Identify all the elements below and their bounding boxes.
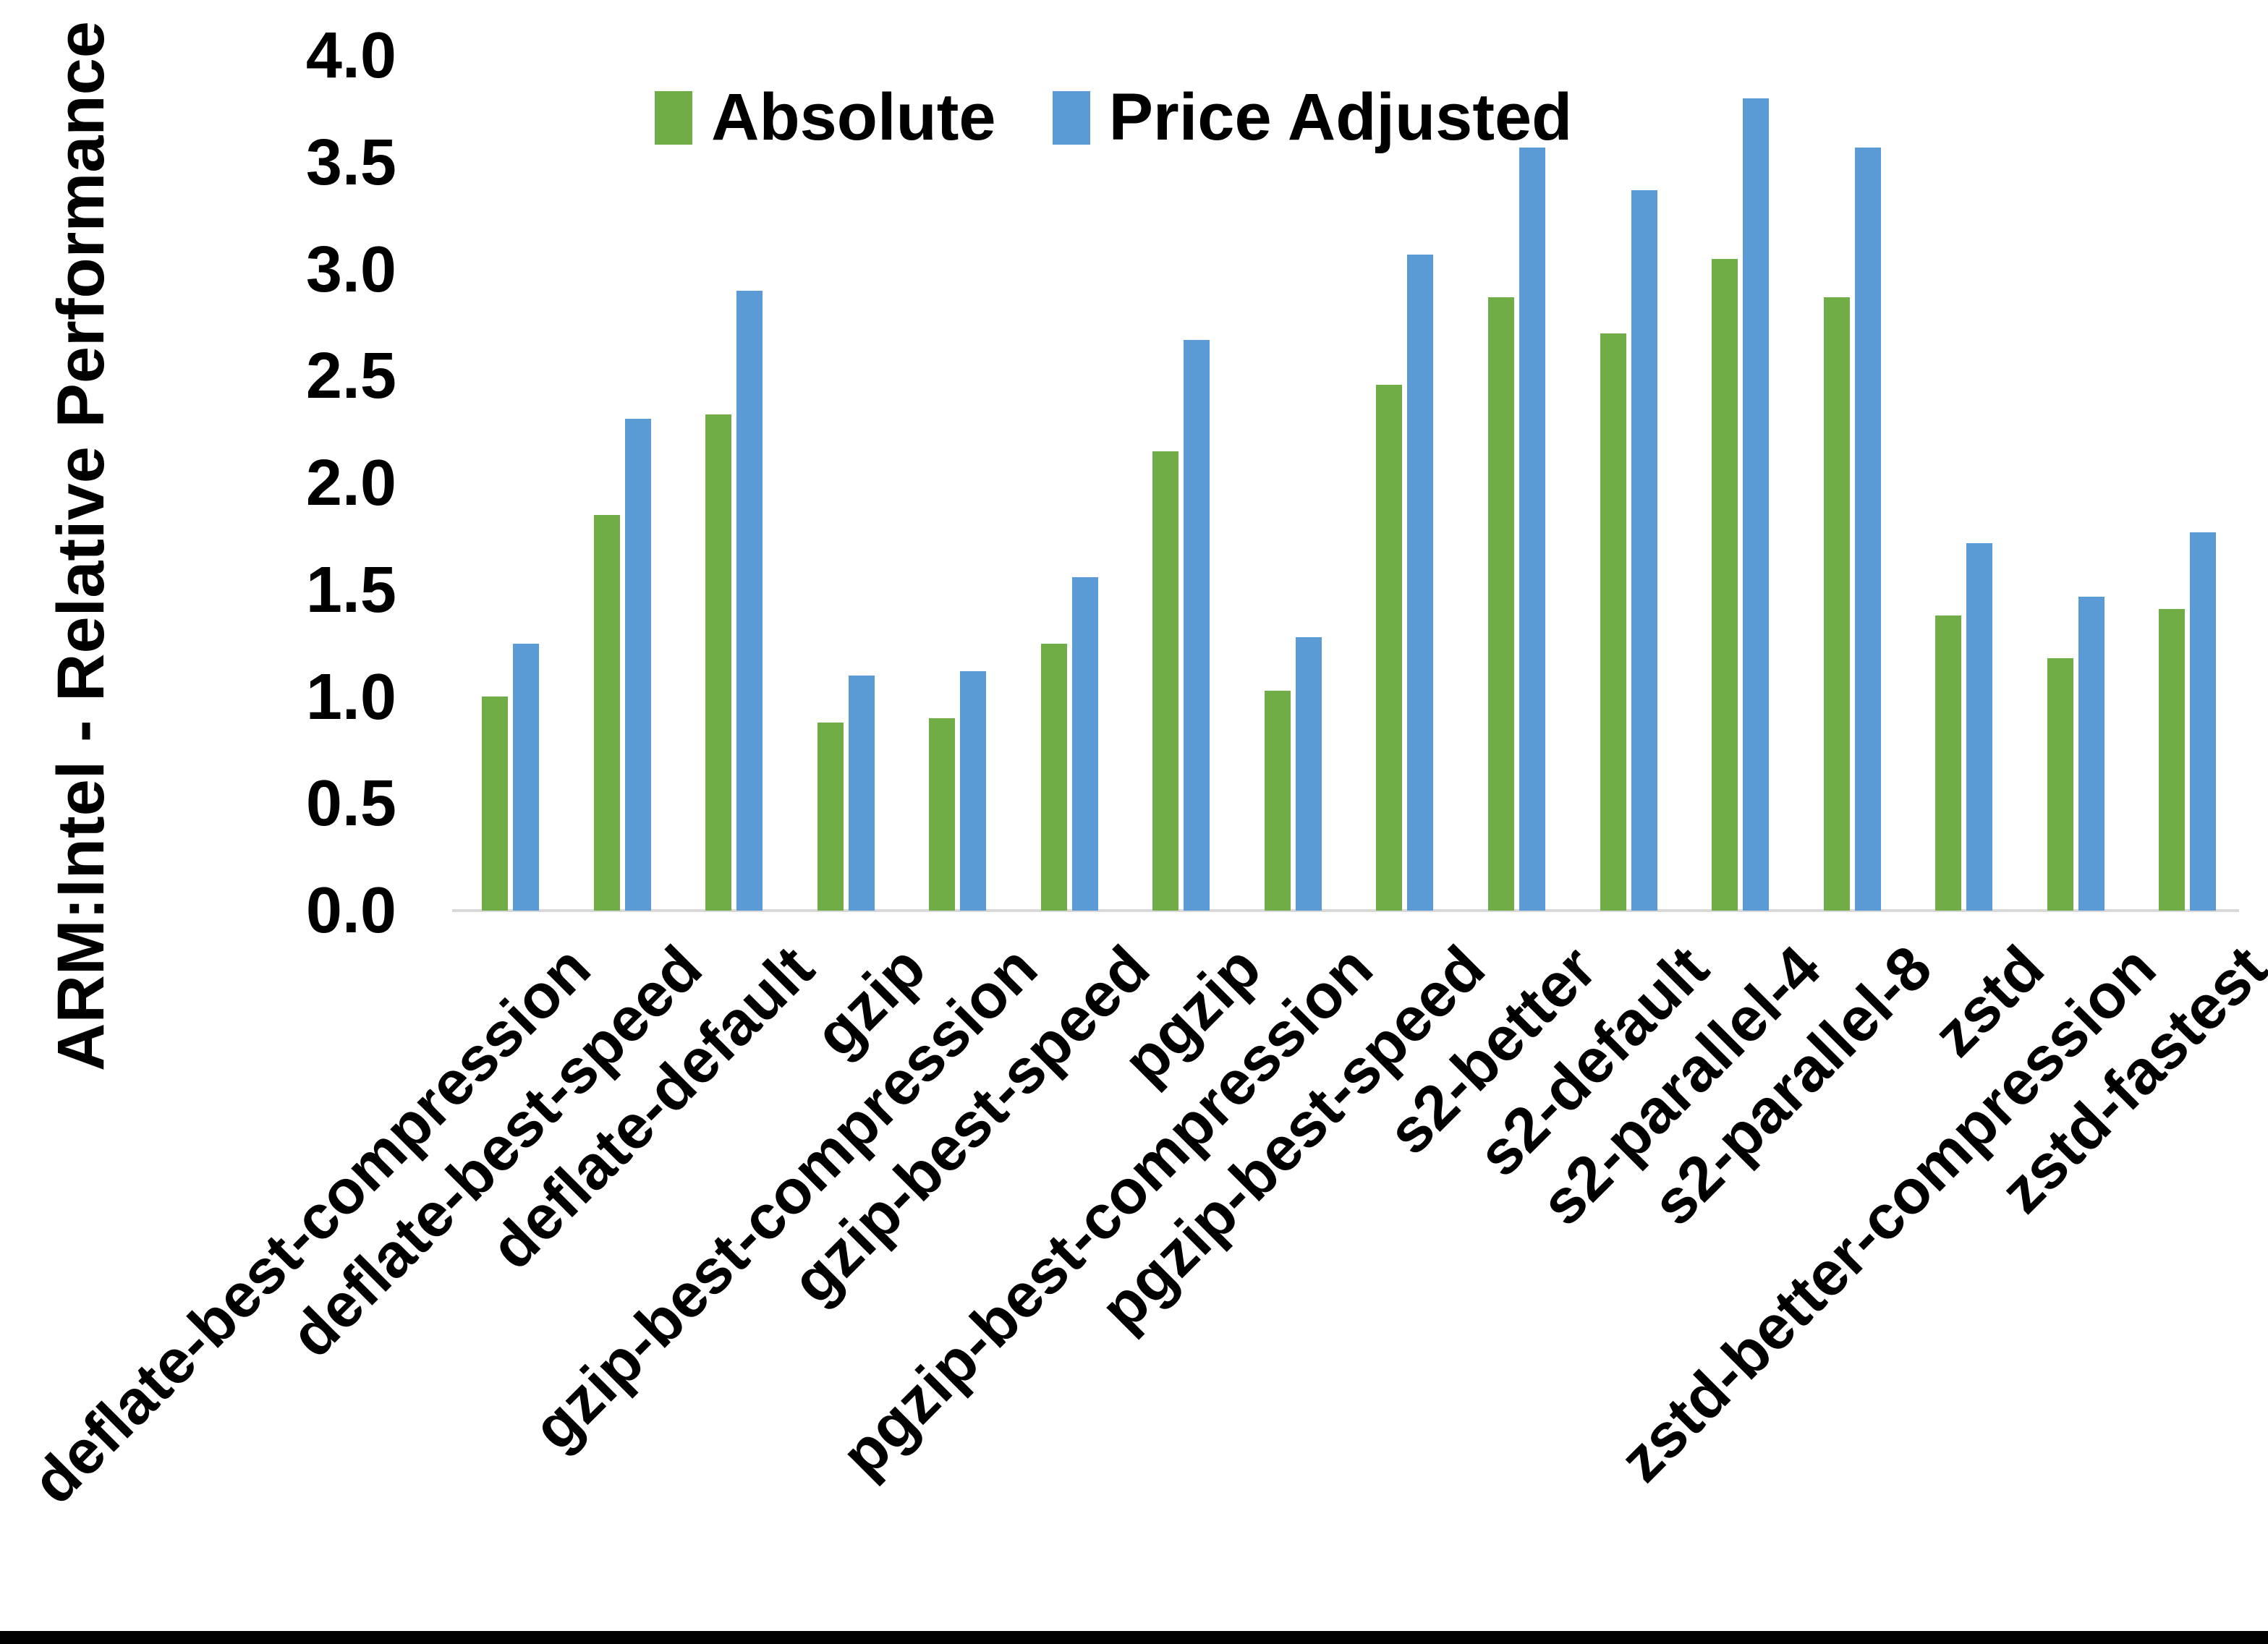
bar-zstd-fastest-absolute xyxy=(2159,609,2186,911)
bar-pgzip-best-compression-price-adjusted xyxy=(1295,637,1322,911)
bar-gzip-price-adjusted xyxy=(848,676,875,911)
bar-s2-default-price-adjusted xyxy=(1631,190,1657,911)
plot-area xyxy=(452,56,2239,912)
y-tick-label-2.0: 2.0 xyxy=(305,447,396,519)
bar-gzip-best-speed-price-adjusted xyxy=(1071,577,1098,911)
bar-s2-default-absolute xyxy=(1600,333,1626,911)
bar-deflate-best-compression-price-adjusted xyxy=(513,644,539,911)
bar-s2-better-absolute xyxy=(1487,297,1514,911)
bar-zstd-better-compression-price-adjusted xyxy=(2078,597,2105,911)
bar-gzip-absolute xyxy=(817,723,844,911)
y-tick-label-2.5: 2.5 xyxy=(305,340,396,413)
bar-deflate-default-price-adjusted xyxy=(736,291,763,911)
bar-s2-parallel-8-absolute xyxy=(1823,297,1850,911)
bottom-border xyxy=(0,1631,2268,1644)
y-tick-label-3.5: 3.5 xyxy=(305,126,396,199)
bar-deflate-best-speed-absolute xyxy=(593,515,620,911)
y-axis-title-text: ARM:Intel - Relative Performance xyxy=(44,21,118,1071)
legend-label-absolute: Absolute xyxy=(711,80,996,154)
legend: Absolute Price Adjusted xyxy=(655,80,1572,156)
x-axis-line xyxy=(452,909,2239,912)
bar-gzip-best-compression-absolute xyxy=(929,718,956,911)
legend-item-absolute: Absolute xyxy=(655,80,996,156)
bar-deflate-default-absolute xyxy=(705,414,732,911)
bar-pgzip-best-speed-price-adjusted xyxy=(1407,255,1434,911)
bar-zstd-fastest-price-adjusted xyxy=(2190,532,2217,911)
y-tick-label-0.0: 0.0 xyxy=(305,874,396,947)
bar-pgzip-absolute xyxy=(1152,451,1179,911)
bar-gzip-best-speed-absolute xyxy=(1040,644,1067,911)
bar-pgzip-best-speed-absolute xyxy=(1376,385,1403,911)
bar-deflate-best-speed-price-adjusted xyxy=(624,419,651,911)
bar-s2-parallel-4-absolute xyxy=(1712,259,1738,911)
bar-deflate-best-compression-absolute xyxy=(482,697,508,911)
y-tick-label-0.5: 0.5 xyxy=(305,767,396,840)
bar-zstd-absolute xyxy=(1935,616,1962,911)
legend-swatch-absolute xyxy=(655,90,692,145)
legend-label-price-adjusted: Price Adjusted xyxy=(1108,80,1573,154)
bar-gzip-best-compression-price-adjusted xyxy=(960,671,987,911)
bar-pgzip-price-adjusted xyxy=(1184,340,1210,911)
y-tick-label-4.0: 4.0 xyxy=(305,20,396,92)
y-tick-label-3.0: 3.0 xyxy=(305,233,396,306)
bar-s2-parallel-8-price-adjusted xyxy=(1854,148,1881,911)
y-tick-label-1.0: 1.0 xyxy=(305,660,396,733)
bar-zstd-better-compression-absolute xyxy=(2047,658,2073,911)
legend-swatch-price-adjusted xyxy=(1052,90,1090,145)
y-tick-label-1.5: 1.5 xyxy=(305,553,396,626)
bar-s2-parallel-4-price-adjusted xyxy=(1743,98,1770,911)
bar-s2-better-price-adjusted xyxy=(1519,148,1545,911)
bar-zstd-price-adjusted xyxy=(1966,543,1993,911)
legend-item-price-adjusted: Price Adjusted xyxy=(1052,80,1573,156)
bar-pgzip-best-compression-absolute xyxy=(1264,691,1291,911)
